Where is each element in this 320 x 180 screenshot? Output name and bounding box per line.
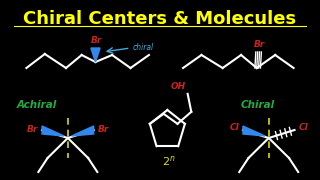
Text: $2^n$: $2^n$: [163, 154, 176, 168]
Text: chiral: chiral: [132, 42, 154, 51]
Text: Br: Br: [97, 125, 109, 134]
Text: Cl: Cl: [298, 123, 308, 132]
Text: Chiral Centers & Molecules: Chiral Centers & Molecules: [23, 10, 297, 28]
Polygon shape: [72, 126, 94, 136]
Polygon shape: [243, 126, 265, 136]
Text: OH: OH: [171, 82, 186, 91]
Text: Br: Br: [91, 36, 102, 45]
Polygon shape: [42, 126, 64, 136]
Text: Br: Br: [27, 125, 38, 134]
Text: Br: Br: [254, 40, 265, 49]
Polygon shape: [91, 48, 100, 62]
Text: Achiral: Achiral: [17, 100, 57, 110]
Text: Chiral: Chiral: [241, 100, 275, 110]
Text: Cl: Cl: [229, 123, 239, 132]
